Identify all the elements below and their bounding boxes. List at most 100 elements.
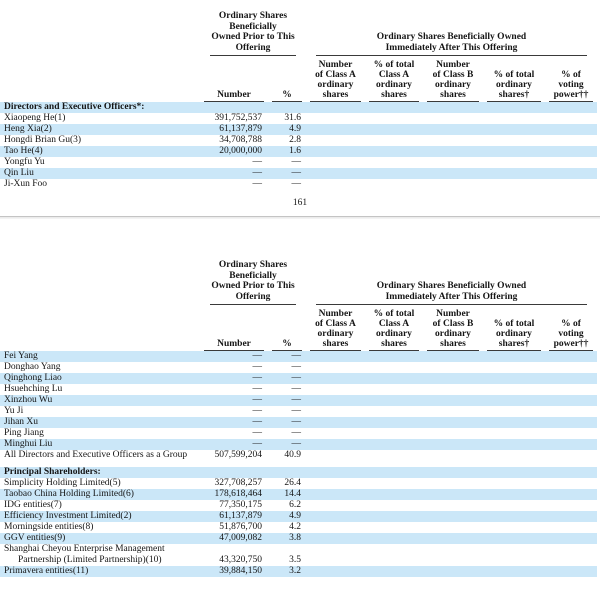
total-ordinary-percent-cell xyxy=(483,406,545,417)
class-a-percent-cell xyxy=(365,362,423,373)
shares-prior-number: — xyxy=(252,362,263,372)
shareholder-name: Heng Xia(2) xyxy=(4,124,52,134)
shareholder-name: Qinghong Liao xyxy=(4,373,62,383)
shareholder-name: Ping Jiang xyxy=(4,428,44,438)
column-label: shares xyxy=(440,90,466,100)
page-number: 161 xyxy=(292,198,308,208)
class-a-percent-cell xyxy=(365,395,423,406)
class-a-percent-cell xyxy=(365,384,423,395)
column-label: Class A xyxy=(378,319,410,329)
class-b-number-cell xyxy=(423,373,483,384)
shares-prior-percent: 3.5 xyxy=(289,555,301,565)
column-label: Number xyxy=(217,339,251,349)
column-label: shares† xyxy=(498,90,530,100)
table-row: Xinzhou Wu — — xyxy=(0,395,598,406)
name-column-spacer xyxy=(0,305,200,351)
shares-prior-percent: — xyxy=(291,157,302,167)
voting-power-percent-cell xyxy=(545,362,597,373)
group-header-row: Ordinary Shares Beneficially Owned Prior… xyxy=(0,3,597,56)
total-ordinary-percent-cell xyxy=(483,566,545,577)
voting-power-percent-cell xyxy=(545,406,597,417)
class-a-number-cell xyxy=(306,439,365,450)
name-column-spacer xyxy=(0,3,200,56)
table-row: Shanghai Cheyou Enterprise Management Pa… xyxy=(0,544,597,566)
shareholder-name: All Directors and Executive Officers as … xyxy=(4,450,188,460)
class-b-number-cell xyxy=(423,500,483,511)
column-header-row: Number % Number of Class A ordinary shar… xyxy=(0,305,597,351)
shares-prior-percent xyxy=(268,467,306,478)
class-a-percent-cell xyxy=(365,113,423,124)
total-ordinary-percent-cell xyxy=(483,417,545,428)
table-row: Taobao China Holding Limited(6) 178,618,4… xyxy=(0,489,598,500)
col-header-voting-power-pct: % of voting power†† xyxy=(545,305,597,351)
column-header-row: Number % Number of Class A ordinary shar… xyxy=(0,56,597,102)
class-a-number-cell xyxy=(306,489,365,500)
total-ordinary-percent-cell xyxy=(483,179,545,190)
class-b-number-cell xyxy=(423,179,483,190)
shareholder-name: Morningside entities(8) xyxy=(4,522,94,532)
class-a-number-cell xyxy=(306,362,365,373)
voting-power-percent-cell xyxy=(545,500,597,511)
column-label: Class A xyxy=(378,70,410,80)
class-a-percent-cell xyxy=(365,467,423,478)
class-a-percent-cell xyxy=(365,179,423,190)
shareholder-name: Shanghai Cheyou Enterprise Management Pa… xyxy=(4,544,165,565)
group-header-line: Immediately After This Offering xyxy=(385,291,518,302)
shareholder-name: Taobao China Holding Limited(6) xyxy=(4,489,134,499)
group-header-line: Ordinary Shares xyxy=(218,11,288,21)
shareholder-name: Donghao Yang xyxy=(4,362,61,372)
total-ordinary-percent-cell xyxy=(483,157,545,168)
shares-prior-percent: — xyxy=(291,417,302,427)
class-a-percent-cell xyxy=(365,373,423,384)
table-row: Yongfu Yu — — xyxy=(0,157,597,168)
voting-power-percent-cell xyxy=(545,157,597,168)
class-b-number-cell xyxy=(423,406,483,417)
class-a-number-cell xyxy=(306,135,365,146)
class-a-percent-cell xyxy=(365,511,423,522)
table-row: Simplicity Holding Limited(5) 327,708,257… xyxy=(0,478,597,489)
shares-prior-number: 391,752,537 xyxy=(214,113,263,123)
shares-prior-percent: — xyxy=(291,406,302,416)
class-a-number-cell xyxy=(306,384,365,395)
shares-prior-percent: — xyxy=(291,362,302,372)
shares-prior-number xyxy=(200,467,268,478)
class-a-number-cell xyxy=(306,467,365,478)
total-ordinary-percent-cell xyxy=(483,533,545,544)
shares-prior-number: 327,708,257 xyxy=(214,478,263,488)
name-column-spacer xyxy=(0,56,200,102)
class-a-number-cell xyxy=(306,168,365,179)
voting-power-percent-cell xyxy=(545,467,597,478)
shares-prior-number: — xyxy=(252,428,263,438)
class-a-percent-cell xyxy=(365,157,423,168)
class-a-number-cell xyxy=(306,511,365,522)
voting-power-percent-cell xyxy=(545,544,597,566)
column-label: voting xyxy=(558,329,584,339)
class-b-number-cell xyxy=(423,428,483,439)
voting-power-percent-cell xyxy=(545,395,597,406)
shares-prior-percent: 4.2 xyxy=(289,522,301,532)
table-row: Yu Ji — — xyxy=(0,406,597,417)
class-b-number-cell xyxy=(423,439,483,450)
voting-power-percent-cell xyxy=(545,478,597,489)
column-label: Number xyxy=(318,309,353,319)
column-label: % xyxy=(282,90,292,100)
total-ordinary-percent-cell xyxy=(483,362,545,373)
shares-prior-percent: 40.9 xyxy=(284,450,301,460)
column-label: ordinary xyxy=(376,80,412,90)
shares-prior-percent: 3.8 xyxy=(289,533,301,543)
shareholder-name: Xiaopeng He(1) xyxy=(4,113,66,123)
class-a-percent-cell xyxy=(365,522,423,533)
class-a-number-cell xyxy=(306,373,365,384)
total-ordinary-percent-cell xyxy=(483,522,545,533)
class-a-percent-cell xyxy=(365,428,423,439)
total-ordinary-percent-cell xyxy=(483,146,545,157)
col-header-total-ordinary-pct: % of total ordinary shares† xyxy=(483,56,545,102)
total-ordinary-percent-cell xyxy=(483,428,545,439)
voting-power-percent-cell xyxy=(545,417,597,428)
shares-prior-number: — xyxy=(252,373,263,383)
shares-prior-number: 43,320,750 xyxy=(219,555,262,565)
column-label: shares xyxy=(381,339,407,349)
column-label: voting xyxy=(558,80,584,90)
shares-prior-percent: 14.4 xyxy=(284,489,301,499)
table-row: Ji-Xun Foo — — xyxy=(0,179,597,190)
